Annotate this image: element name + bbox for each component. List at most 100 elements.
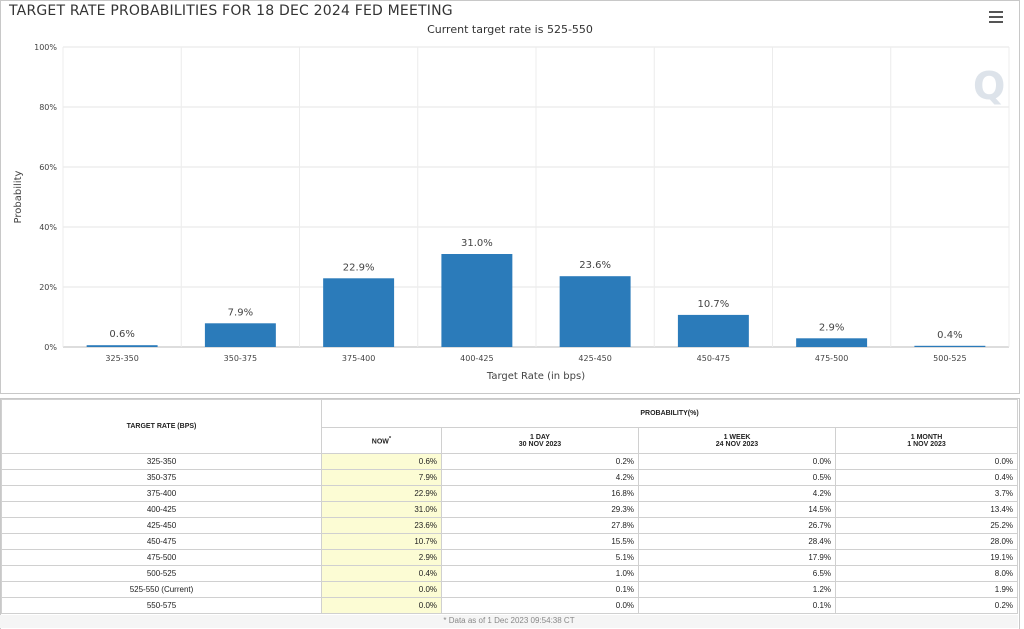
svg-text:Q: Q [973,64,1005,108]
data-label: 7.9% [228,307,253,318]
cell-1-month: 1.9% [834,581,1019,598]
x-tick-label: 475-500 [815,354,848,363]
x-tick-label: 400-425 [460,354,493,363]
q-logo-icon: Q [973,64,1005,108]
cell-1-day: 27.8% [441,517,639,534]
table-row: 500-525 0.4% 1.0% 6.5% 8.0% [1,565,1019,582]
y-axis-label: Probability [13,170,24,223]
chart-subtitle: Current target rate is 525-550 [427,23,593,36]
bar-450-475[interactable] [677,314,749,347]
bar-500-525[interactable] [914,345,986,347]
cell-1-month: 0.4% [834,469,1019,486]
cell-now: 0.6% [321,453,442,470]
cell-1-day: 4.2% [441,469,639,486]
cell-rate: 450-475 [1,533,322,550]
bar-375-400[interactable] [323,278,395,347]
cell-1-week: 6.5% [638,565,836,582]
cell-1-day: 29.3% [441,501,639,518]
x-tick-label: 350-375 [224,354,257,363]
cell-1-day: 0.1% [441,581,639,598]
cell-rate: 500-525 [1,565,322,582]
header-1-month: 1 MONTH 1 NOV 2023 [834,427,1019,454]
data-label: 22.9% [343,262,375,273]
cell-1-day: 0.2% [441,453,639,470]
bars [86,254,986,347]
table-row: 475-500 2.9% 5.1% 17.9% 19.1% [1,549,1019,566]
cell-1-month: 28.0% [834,533,1019,550]
table-row: 450-475 10.7% 15.5% 28.4% 28.0% [1,533,1019,550]
table-row: 425-450 23.6% 27.8% 26.7% 25.2% [1,517,1019,534]
cell-rate: 475-500 [1,549,322,566]
cell-1-month: 25.2% [834,517,1019,534]
x-tick-label: 325-350 [105,354,138,363]
header-now-label: NOW [371,438,389,446]
data-labels: 0.6% 7.9% 22.9% 31.0% 23.6% 10.7% 2.9% 0.4% [109,238,962,341]
data-label: 0.4% [937,330,962,341]
cell-1-week: 0.1% [638,597,836,614]
cell-rate: 400-425 [1,501,322,518]
header-probability: PROBABILITY(%) [320,399,1019,428]
cell-rate: 425-450 [1,517,322,534]
data-label: 0.6% [109,329,134,340]
header-1-week: 1 WEEK 24 NOV 2023 [638,427,836,454]
cell-1-month: 0.2% [834,597,1019,614]
y-tick-labels: 0% 20% 40% 60% 80% 100% [34,43,57,352]
cell-1-week: 28.4% [638,533,836,550]
data-label: 10.7% [697,299,729,310]
cell-1-month: 19.1% [834,549,1019,566]
cell-1-week: 0.0% [638,453,836,470]
cell-1-day: 5.1% [441,549,639,566]
cell-1-week: 17.9% [638,549,836,566]
y-tick-label: 20% [39,283,57,292]
cell-now: 7.9% [321,469,442,486]
cell-1-week: 4.2% [638,485,836,502]
header-1-day-label: 1 DAY [530,433,550,441]
table-row: 375-400 22.9% 16.8% 4.2% 3.7% [1,485,1019,502]
data-label: 31.0% [461,238,493,249]
cell-1-month: 8.0% [834,565,1019,582]
cell-rate: 550-575 [1,597,322,614]
cell-now: 0.0% [321,597,442,614]
cell-1-day: 1.0% [441,565,639,582]
probability-table: TARGET RATE (BPS) PROBABILITY(%) NOW* 1 … [1,399,1019,614]
cell-1-day: 0.0% [441,597,639,614]
bar-400-425[interactable] [441,254,513,347]
header-1-week-label: 1 WEEK [723,433,751,441]
x-tick-label: 450-475 [697,354,730,363]
header-1-day-date: 30 NOV 2023 [518,440,562,448]
cell-1-week: 14.5% [638,501,836,518]
cell-rate: 525-550 (Current) [1,581,322,598]
bar-325-350[interactable] [86,345,158,347]
cell-rate: 350-375 [1,469,322,486]
x-tick-label: 425-450 [578,354,611,363]
cell-1-month: 13.4% [834,501,1019,518]
bar-chart: Q 0.6% 7.9% 22.9% 31.0% 23.6% 10.7% 2.9% 0.4% 3… [13,43,1010,382]
table-row: 400-425 31.0% 29.3% 14.5% 13.4% [1,501,1019,518]
cell-1-week: 1.2% [638,581,836,598]
y-tick-label: 60% [39,163,57,172]
header-target-rate: TARGET RATE (BPS) [1,399,322,454]
cell-now: 2.9% [321,549,442,566]
footnote: * Data as of 1 Dec 2023 09:54:38 CT [0,615,1018,628]
cell-now: 23.6% [321,517,442,534]
cell-1-day: 15.5% [441,533,639,550]
bar-475-500[interactable] [796,338,868,347]
cell-1-month: 0.0% [834,453,1019,470]
cell-rate: 325-350 [1,453,322,470]
hamburger-menu-icon[interactable] [989,11,1003,23]
probability-table-panel: TARGET RATE (BPS) PROBABILITY(%) NOW* 1 … [0,398,1020,629]
cell-1-month: 3.7% [834,485,1019,502]
header-1-day: 1 DAY 30 NOV 2023 [441,427,639,454]
cell-1-day: 16.8% [441,485,639,502]
header-1-month-date: 1 NOV 2023 [907,440,946,448]
cell-now: 31.0% [321,501,442,518]
header-now-mark: * [388,435,392,442]
x-axis-label: Target Rate (in bps) [486,371,585,382]
table-row: 525-550 (Current) 0.0% 0.1% 1.2% 1.9% [1,581,1019,598]
cell-rate: 375-400 [1,485,322,502]
bar-425-450[interactable] [559,276,631,347]
header-1-week-date: 24 NOV 2023 [715,440,759,448]
bar-350-375[interactable] [204,323,276,347]
cell-now: 0.0% [321,581,442,598]
table-row: 350-375 7.9% 4.2% 0.5% 0.4% [1,469,1019,486]
